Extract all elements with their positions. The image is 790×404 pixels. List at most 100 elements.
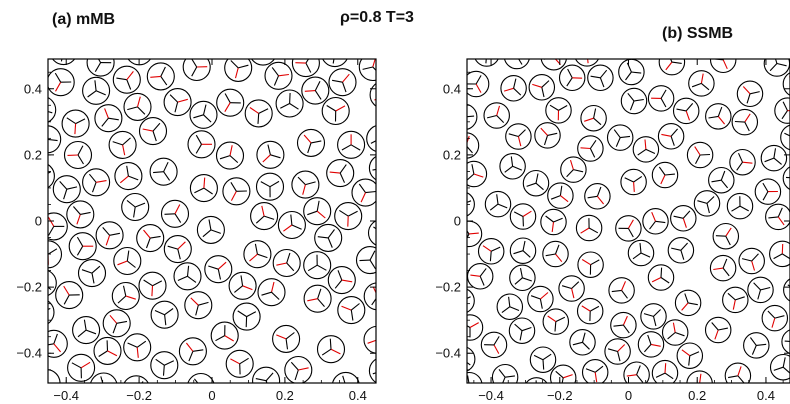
particle (731, 108, 759, 136)
bonded-arm (270, 281, 275, 293)
particle (95, 221, 124, 250)
particle-arm (587, 195, 598, 199)
particle-disk (178, 337, 207, 366)
particle-arm (620, 135, 631, 139)
bonded-arm (43, 273, 45, 283)
particle-arm (191, 66, 198, 77)
particle-arm (337, 270, 343, 281)
particle (314, 223, 343, 252)
particle-arm (542, 353, 552, 361)
particle-arm (155, 358, 165, 366)
particle-disk (112, 65, 141, 94)
bonded-arm (460, 117, 464, 126)
particle (275, 89, 304, 118)
particle (232, 302, 261, 331)
particle (467, 263, 494, 290)
particle-arm (229, 155, 239, 164)
bonded-arm (278, 73, 289, 77)
bonded-arm (372, 59, 376, 68)
particle (102, 309, 131, 338)
particle (726, 192, 754, 220)
bonded-arm (563, 374, 573, 379)
particle-arm (775, 59, 778, 64)
particle-arm (687, 302, 698, 306)
particle-arm (314, 90, 322, 100)
bonded-arm (482, 245, 492, 252)
particle-disk (61, 109, 90, 138)
particle-disk (608, 277, 635, 304)
particle-arm (167, 245, 178, 250)
particle-disk (676, 342, 704, 369)
particle-disk (358, 59, 376, 82)
particle-disk (528, 74, 556, 101)
particle-arm (116, 320, 128, 324)
particle-arm (518, 59, 523, 65)
particle-disk (328, 68, 357, 97)
particle (783, 278, 790, 302)
particle (93, 336, 122, 365)
particle-disk (500, 75, 527, 102)
particle-arm (267, 144, 271, 155)
bonded-arm (462, 385, 470, 391)
particle-arm (539, 298, 543, 309)
particle (608, 277, 635, 304)
particle (781, 329, 790, 355)
particle-arm (117, 295, 127, 304)
particle-arm (731, 205, 741, 212)
bonded-arm (722, 59, 728, 70)
particle-arm (670, 136, 675, 146)
particle-arm (260, 181, 271, 188)
particle-arm (566, 169, 574, 178)
particle-arm (289, 92, 291, 104)
particle-arm (727, 292, 736, 301)
particle-arm (198, 301, 209, 306)
particle-arm (578, 49, 587, 53)
particle-disk (522, 169, 550, 197)
bonded-arm (203, 177, 206, 189)
particle-arm (487, 49, 496, 53)
particle-disk (95, 221, 124, 250)
particle-arm (332, 79, 343, 83)
particle-arm (224, 93, 231, 103)
bonded-arm (177, 241, 186, 250)
particle (484, 190, 512, 218)
y-tick-label: −0.2 (16, 280, 42, 295)
particle-arm (549, 104, 559, 111)
particle-disk (491, 363, 519, 383)
particle-disk (173, 262, 202, 291)
particle-disk (257, 278, 286, 307)
particle-disk (575, 214, 603, 242)
particle-disk (754, 178, 782, 205)
particle-arm (307, 264, 318, 272)
particle-disk (136, 224, 165, 253)
particle-arm (254, 243, 258, 255)
particle (676, 342, 704, 369)
bonded-arm (32, 306, 40, 313)
particle-disk (509, 237, 537, 264)
bonded-arm (262, 154, 271, 163)
particle-arm (53, 333, 58, 344)
particle-arm (202, 229, 212, 238)
particle-arm (762, 191, 769, 201)
particle (77, 259, 107, 288)
particle (204, 255, 233, 284)
particle (542, 308, 570, 335)
particle-arm (590, 75, 601, 79)
particle-arm (136, 340, 147, 348)
particle-arm (116, 77, 127, 81)
particle-disk (540, 208, 567, 236)
particle-arm (711, 179, 722, 183)
bonded-arm (569, 159, 574, 170)
particle-arm (764, 157, 775, 163)
bonded-arm (316, 210, 326, 219)
particle-arm (339, 172, 346, 183)
particle-disk (686, 141, 714, 169)
bonded-arm (547, 315, 557, 323)
particle-disk (467, 132, 480, 159)
particle-disk (576, 297, 604, 325)
particle-arm (475, 75, 482, 85)
particle-arm (555, 370, 564, 379)
particle-arm (290, 361, 299, 371)
particle (667, 237, 695, 264)
particle (627, 239, 655, 267)
